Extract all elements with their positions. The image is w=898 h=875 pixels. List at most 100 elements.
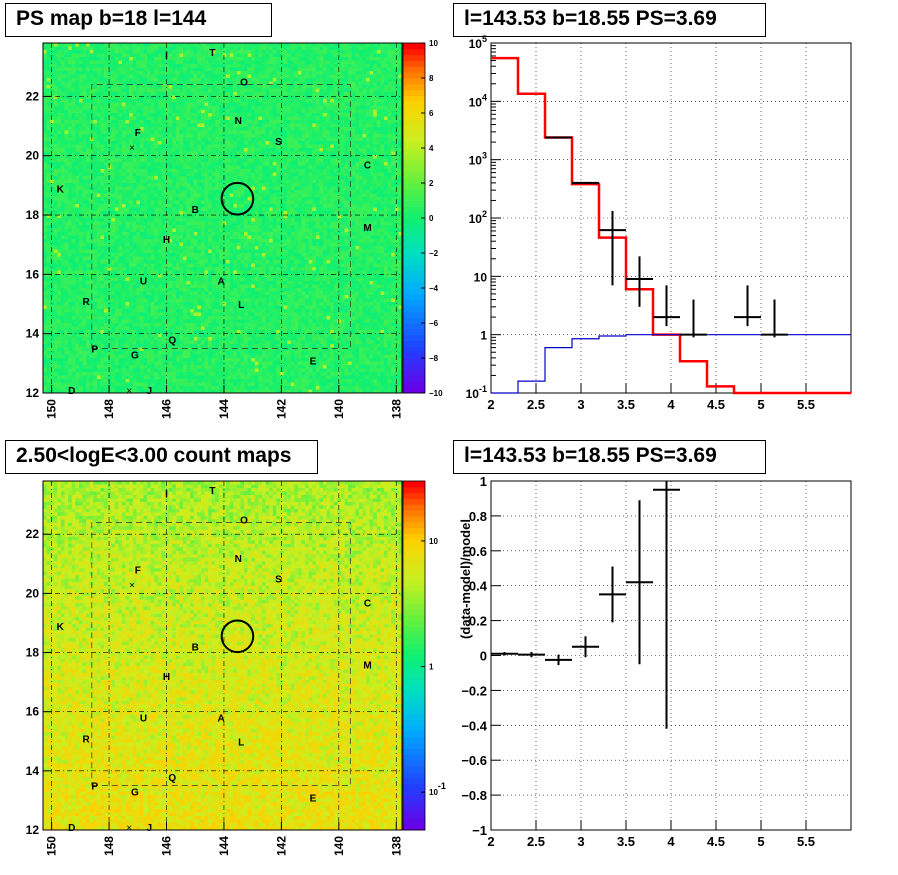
map-cell bbox=[255, 64, 259, 68]
map-cell bbox=[54, 117, 58, 121]
map-cell bbox=[363, 89, 367, 93]
map-cell bbox=[176, 117, 180, 121]
map-cell bbox=[43, 61, 47, 65]
map-cell bbox=[226, 92, 230, 96]
map-cell bbox=[104, 85, 108, 89]
map-cell bbox=[301, 47, 305, 51]
map-cell bbox=[111, 103, 115, 107]
map-cell bbox=[165, 106, 169, 110]
map-cell bbox=[151, 110, 155, 114]
map-cell bbox=[248, 89, 252, 93]
map-cell bbox=[301, 68, 305, 72]
map-cell bbox=[230, 106, 234, 110]
map-cell bbox=[122, 68, 126, 72]
map-cell bbox=[269, 75, 273, 79]
map-cell bbox=[327, 78, 331, 82]
map-cell bbox=[176, 120, 180, 124]
map-cell bbox=[273, 85, 277, 89]
map-cell bbox=[165, 99, 169, 103]
map-cell bbox=[86, 117, 90, 121]
map-cell bbox=[176, 110, 180, 114]
map-cell bbox=[319, 57, 323, 61]
map-cell bbox=[262, 99, 266, 103]
map-cell bbox=[330, 85, 334, 89]
map-cell bbox=[161, 68, 165, 72]
map-cell bbox=[244, 103, 248, 107]
map-cell bbox=[65, 96, 69, 100]
map-cell bbox=[65, 71, 69, 75]
map-cell bbox=[237, 68, 241, 72]
map-cell bbox=[258, 68, 262, 72]
map-cell bbox=[79, 106, 83, 110]
map-cell bbox=[176, 78, 180, 82]
map-cell bbox=[291, 50, 295, 54]
map-cell bbox=[197, 96, 201, 100]
map-cell bbox=[115, 117, 119, 121]
map-cell bbox=[126, 96, 130, 100]
map-cell bbox=[294, 43, 298, 47]
map-cell bbox=[201, 120, 205, 124]
map-cell bbox=[391, 78, 395, 82]
map-cell bbox=[100, 50, 104, 54]
map-cell bbox=[169, 50, 173, 54]
map-cell bbox=[68, 113, 72, 117]
map-cell bbox=[312, 57, 316, 61]
map-cell bbox=[129, 68, 133, 72]
map-cell bbox=[122, 43, 126, 47]
map-cell bbox=[129, 106, 133, 110]
map-cell bbox=[129, 64, 133, 68]
map-cell bbox=[305, 75, 309, 79]
map-cell bbox=[316, 78, 320, 82]
map-cell bbox=[187, 54, 191, 58]
map-cell bbox=[291, 57, 295, 61]
map-cell bbox=[194, 68, 198, 72]
map-cell bbox=[100, 64, 104, 68]
map-cell bbox=[219, 50, 223, 54]
map-cell bbox=[301, 113, 305, 117]
map-cell bbox=[244, 110, 248, 114]
map-cell bbox=[248, 106, 252, 110]
map-cell bbox=[345, 78, 349, 82]
map-cell bbox=[100, 47, 104, 51]
map-cell bbox=[319, 92, 323, 96]
map-cell bbox=[291, 78, 295, 82]
map-cell bbox=[391, 120, 395, 124]
map-cell bbox=[154, 68, 158, 72]
map-cell bbox=[301, 78, 305, 82]
map-cell bbox=[319, 75, 323, 79]
map-cell bbox=[104, 75, 108, 79]
map-cell bbox=[122, 96, 126, 100]
map-cell bbox=[190, 110, 194, 114]
map-cell bbox=[43, 82, 47, 86]
map-cell bbox=[61, 117, 65, 121]
map-cell bbox=[312, 43, 316, 47]
map-cell bbox=[251, 68, 255, 72]
map-cell bbox=[352, 82, 356, 86]
map-cell bbox=[151, 106, 155, 110]
map-cell bbox=[316, 106, 320, 110]
map-cell bbox=[68, 117, 72, 121]
map-cell bbox=[319, 71, 323, 75]
map-cell bbox=[377, 120, 381, 124]
map-cell bbox=[352, 43, 356, 47]
map-cell bbox=[352, 96, 356, 100]
map-cell bbox=[384, 57, 388, 61]
map-cell bbox=[176, 124, 180, 128]
map-cell bbox=[75, 64, 79, 68]
map-cell bbox=[251, 43, 255, 47]
map-cell bbox=[183, 106, 187, 110]
map-cell bbox=[258, 50, 262, 54]
map-cell bbox=[50, 64, 54, 68]
map-cell bbox=[72, 68, 76, 72]
map-cell bbox=[244, 64, 248, 68]
map-cell bbox=[154, 99, 158, 103]
map-cell bbox=[172, 57, 176, 61]
map-cell bbox=[341, 99, 345, 103]
map-cell bbox=[323, 54, 327, 58]
map-cell bbox=[384, 99, 388, 103]
map-cell bbox=[284, 71, 288, 75]
map-cell bbox=[158, 103, 162, 107]
map-cell bbox=[61, 47, 65, 51]
map-cell bbox=[316, 47, 320, 51]
map-cell bbox=[133, 103, 137, 107]
